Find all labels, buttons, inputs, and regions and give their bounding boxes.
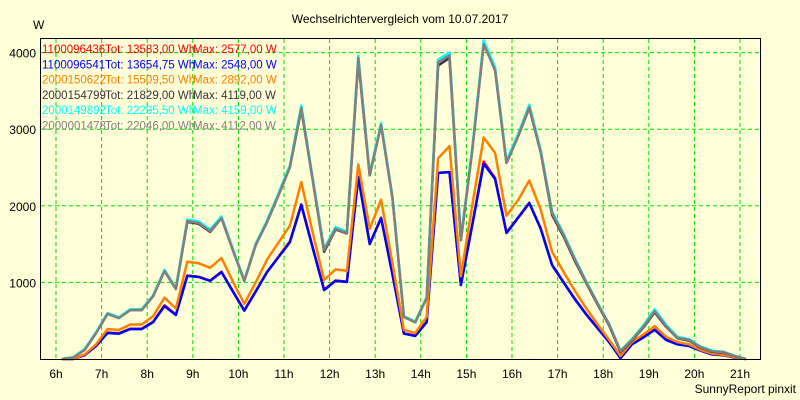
y-tick-label: 1000 [9, 276, 36, 290]
x-tick-label: 21h [730, 367, 750, 381]
plot-frame [40, 38, 761, 360]
legend-series-max: Max: 2577,00 W [193, 44, 277, 56]
legend-series-id: 2000001478 [42, 121, 106, 133]
legend-series-max: Max: 2892,00 W [193, 75, 277, 87]
footer-credit: SunnyReport pinxit [695, 382, 797, 396]
series-line-2000001478 [61, 42, 747, 361]
x-tick-label: 18h [593, 367, 613, 381]
x-tick-label: 6h [49, 367, 62, 381]
x-tick-label: 15h [456, 367, 476, 381]
legend-series-max: Max: 4112,00 W [193, 121, 276, 133]
legend-series-total: Tot: 22046,00 Wh [105, 121, 195, 133]
x-tick-label: 14h [411, 367, 431, 381]
x-tick-label: 20h [684, 367, 704, 381]
series-lines [61, 39, 747, 361]
x-tick-label: 17h [548, 367, 568, 381]
x-tick-label: 8h [141, 367, 154, 381]
legend-series-id: 1100096436 [42, 44, 105, 56]
legend: 1100096436Tot: 13583,00 WhMax: 2577,00 W… [42, 44, 277, 133]
legend-series-id: 2000149892 [42, 105, 106, 117]
legend-entry: 1100096541Tot: 13654,75 WhMax: 2548,00 W [42, 59, 277, 71]
y-tick-labels: 1000 2000 3000 4000 [9, 47, 36, 291]
legend-entry: 2000154799Tot: 21829,00 WhMax: 4119,00 W [42, 90, 276, 102]
chart-title: Wechselrichtervergleich vom 10.07.2017 [292, 12, 509, 26]
x-tick-labels: 6h 7h 8h 9h 10h 11h 12h 13h 14h 15h 16h 17h 18h 19h 20… [49, 367, 750, 381]
legend-series-id: 2000154799 [42, 90, 106, 102]
y-tick-label: 3000 [9, 123, 36, 137]
x-tick-label: 10h [228, 367, 248, 381]
legend-series-total: Tot: 21829,00 Wh [105, 90, 195, 102]
legend-entry: 2000001478Tot: 22046,00 WhMax: 4112,00 W [42, 121, 276, 133]
legend-series-id: 2000150622 [42, 75, 106, 87]
y-axis-unit: W [33, 18, 45, 32]
legend-series-total: Tot: 22295,50 Wh [105, 105, 195, 117]
x-tick-label: 13h [365, 367, 385, 381]
x-tick-label: 19h [639, 367, 659, 381]
legend-entry: 1100096436Tot: 13583,00 WhMax: 2577,00 W [42, 44, 277, 56]
y-tick-label: 2000 [9, 200, 36, 214]
legend-series-total: Tot: 13654,75 Wh [105, 59, 195, 71]
grid [41, 39, 760, 359]
legend-series-max: Max: 2548,00 W [193, 59, 277, 71]
y-tick-label: 4000 [9, 47, 36, 61]
x-tick-label: 11h [274, 367, 293, 381]
legend-series-total: Tot: 13583,00 Wh [105, 44, 195, 56]
series-line-1100096541 [61, 162, 747, 361]
x-tick-label: 12h [320, 367, 340, 381]
legend-series-max: Max: 4119,00 W [193, 90, 276, 102]
x-tick-label: 9h [186, 367, 199, 381]
x-tick-label: 7h [95, 367, 108, 381]
legend-entry: 2000150622Tot: 15509,50 WhMax: 2892,00 W [42, 75, 277, 87]
legend-series-id: 1100096541 [42, 59, 105, 71]
legend-series-max: Max: 4159,00 W [193, 105, 277, 117]
x-tick-label: 16h [502, 367, 522, 381]
legend-entry: 2000149892Tot: 22295,50 WhMax: 4159,00 W [42, 105, 277, 117]
legend-series-total: Tot: 15509,50 Wh [105, 75, 195, 87]
